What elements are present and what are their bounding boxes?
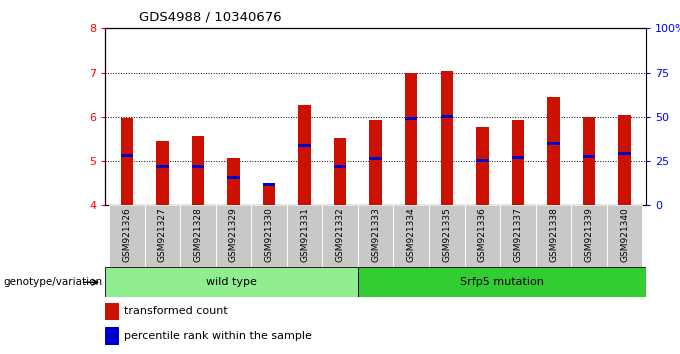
Bar — [476, 159, 489, 162]
Bar — [322, 205, 358, 267]
Text: percentile rank within the sample: percentile rank within the sample — [124, 331, 312, 341]
Bar — [105, 327, 119, 345]
Bar — [405, 116, 418, 120]
Bar — [299, 105, 311, 205]
Bar — [287, 205, 322, 267]
Text: GSM921340: GSM921340 — [620, 207, 629, 262]
Text: GSM921336: GSM921336 — [478, 207, 487, 262]
Bar — [500, 205, 536, 267]
Bar — [618, 152, 631, 155]
Bar — [105, 267, 358, 297]
Text: GDS4988 / 10340676: GDS4988 / 10340676 — [139, 11, 282, 24]
Bar — [120, 118, 133, 205]
Text: GSM921329: GSM921329 — [229, 207, 238, 262]
Text: GSM921334: GSM921334 — [407, 207, 415, 262]
Bar — [227, 176, 239, 179]
Bar — [262, 183, 275, 186]
Bar — [547, 97, 560, 205]
Bar — [262, 186, 275, 205]
Text: GSM921335: GSM921335 — [442, 207, 452, 262]
Bar — [120, 154, 133, 157]
Bar — [369, 120, 382, 205]
Text: Srfp5 mutation: Srfp5 mutation — [460, 277, 544, 287]
Bar — [192, 165, 204, 169]
Bar — [334, 138, 346, 205]
Bar — [405, 73, 418, 205]
Bar — [583, 155, 595, 158]
Bar — [145, 205, 180, 267]
Bar — [156, 165, 169, 169]
Bar — [334, 165, 346, 169]
Bar — [583, 117, 595, 205]
Text: genotype/variation: genotype/variation — [3, 277, 103, 287]
Bar — [476, 127, 489, 205]
Bar — [464, 205, 500, 267]
Text: GSM921339: GSM921339 — [585, 207, 594, 262]
Bar — [536, 205, 571, 267]
Bar — [618, 115, 631, 205]
Bar — [156, 141, 169, 205]
Bar — [299, 144, 311, 147]
Text: GSM921332: GSM921332 — [336, 207, 345, 262]
Text: GSM921330: GSM921330 — [265, 207, 273, 262]
Bar — [109, 205, 145, 267]
Bar — [512, 120, 524, 205]
Bar — [251, 205, 287, 267]
Text: GSM921337: GSM921337 — [513, 207, 522, 262]
Bar — [441, 115, 453, 118]
Text: GSM921338: GSM921338 — [549, 207, 558, 262]
Bar — [512, 156, 524, 159]
Text: GSM921328: GSM921328 — [193, 207, 203, 262]
Bar — [180, 205, 216, 267]
Text: wild type: wild type — [206, 277, 257, 287]
Text: transformed count: transformed count — [124, 307, 228, 316]
Bar — [547, 142, 560, 145]
Text: GSM921326: GSM921326 — [122, 207, 131, 262]
Bar — [358, 267, 646, 297]
Text: GSM921327: GSM921327 — [158, 207, 167, 262]
Bar — [571, 205, 607, 267]
Bar — [429, 205, 464, 267]
Text: GSM921331: GSM921331 — [300, 207, 309, 262]
Bar — [607, 205, 643, 267]
Bar — [192, 136, 204, 205]
Bar — [369, 157, 382, 160]
Bar — [216, 205, 251, 267]
Bar — [227, 158, 239, 205]
Bar — [105, 303, 119, 320]
Bar — [358, 205, 394, 267]
Bar — [394, 205, 429, 267]
Bar — [441, 71, 453, 205]
Text: GSM921333: GSM921333 — [371, 207, 380, 262]
